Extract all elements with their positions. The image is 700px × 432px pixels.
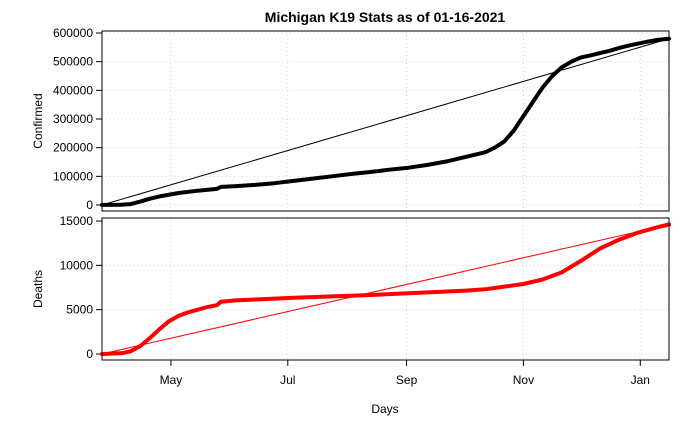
y-tick-label-0-5: 500000 <box>53 55 93 69</box>
x-tick-label-0: May <box>160 373 183 387</box>
trend-line-0 <box>101 38 670 206</box>
y-tick-label-0-3: 300000 <box>53 112 93 126</box>
plot-frame-1 <box>101 217 670 361</box>
series-line-1 <box>100 222 671 356</box>
chart-title: Michigan K19 Stats as of 01-16-2021 <box>265 9 506 25</box>
series-line-0 <box>100 36 671 207</box>
trend-line-1 <box>101 224 670 355</box>
y-tick-label-0-4: 400000 <box>53 83 93 97</box>
y-tick-label-1-2: 10000 <box>60 258 94 272</box>
x-tick-label-3: Nov <box>513 373 534 387</box>
y-axis-label-1: Deaths <box>31 270 45 308</box>
y-tick-label-1-3: 15000 <box>60 214 94 228</box>
x-tick-label-4: Jan <box>631 373 650 387</box>
x-axis-label: Days <box>371 402 398 416</box>
x-tick-label-2: Sep <box>396 373 418 387</box>
confirmed-panel: 0 100000 200000 300000 400000 500000 600000 Con… <box>31 26 671 212</box>
plot-frame-0 <box>101 30 670 212</box>
deaths-panel: 0 5000 10000 15000 Deaths <box>31 214 671 361</box>
y-tick-label-0-0: 0 <box>86 198 93 212</box>
x-tick-label-1: Jul <box>280 373 295 387</box>
y-tick-label-0-1: 100000 <box>53 169 93 183</box>
y-tick-label-1-1: 5000 <box>66 303 93 317</box>
y-axis-label-0: Confirmed <box>31 93 45 148</box>
x-axis: May Jul Sep Nov Jan <box>160 360 650 387</box>
y-tick-label-0-6: 600000 <box>53 26 93 40</box>
y-tick-label-0-2: 200000 <box>53 141 93 155</box>
y-tick-label-1-0: 0 <box>86 347 93 361</box>
